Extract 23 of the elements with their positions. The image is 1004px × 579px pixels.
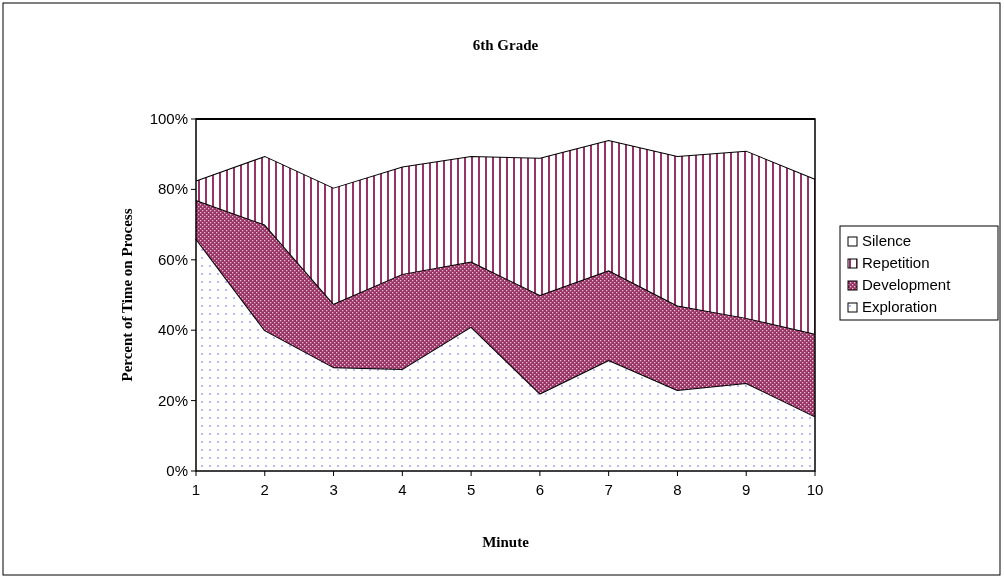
y-axis-title: Percent of Time on Process <box>119 208 135 382</box>
y-tick-label: 40% <box>157 321 188 339</box>
x-tick-label: 8 <box>673 481 682 498</box>
x-tick-label: 1 <box>191 481 201 498</box>
x-axis-title: Minute <box>482 534 530 550</box>
legend-label: Development <box>862 276 952 293</box>
y-tick-label: 80% <box>157 180 188 198</box>
x-tick-label: 4 <box>398 481 407 498</box>
x-tick-label: 7 <box>604 481 613 498</box>
x-tick-label: 5 <box>466 481 476 498</box>
x-tick-label: 2 <box>260 481 269 498</box>
chart-title: 6th Grade <box>472 37 539 53</box>
legend-label: Repetition <box>862 254 930 271</box>
x-tick-label: 6 <box>535 481 545 498</box>
y-tick-label: 60% <box>157 250 188 268</box>
y-tick-label: 20% <box>157 391 188 409</box>
y-tick-label: 100% <box>149 110 188 127</box>
legend-label: Silence <box>862 232 912 249</box>
x-tick-label: 9 <box>742 481 751 498</box>
x-tick-label: 10 <box>806 481 824 498</box>
x-tick-label: 3 <box>329 481 338 498</box>
legend-label: Exploration <box>862 298 938 315</box>
y-tick-label: 0% <box>166 462 188 479</box>
